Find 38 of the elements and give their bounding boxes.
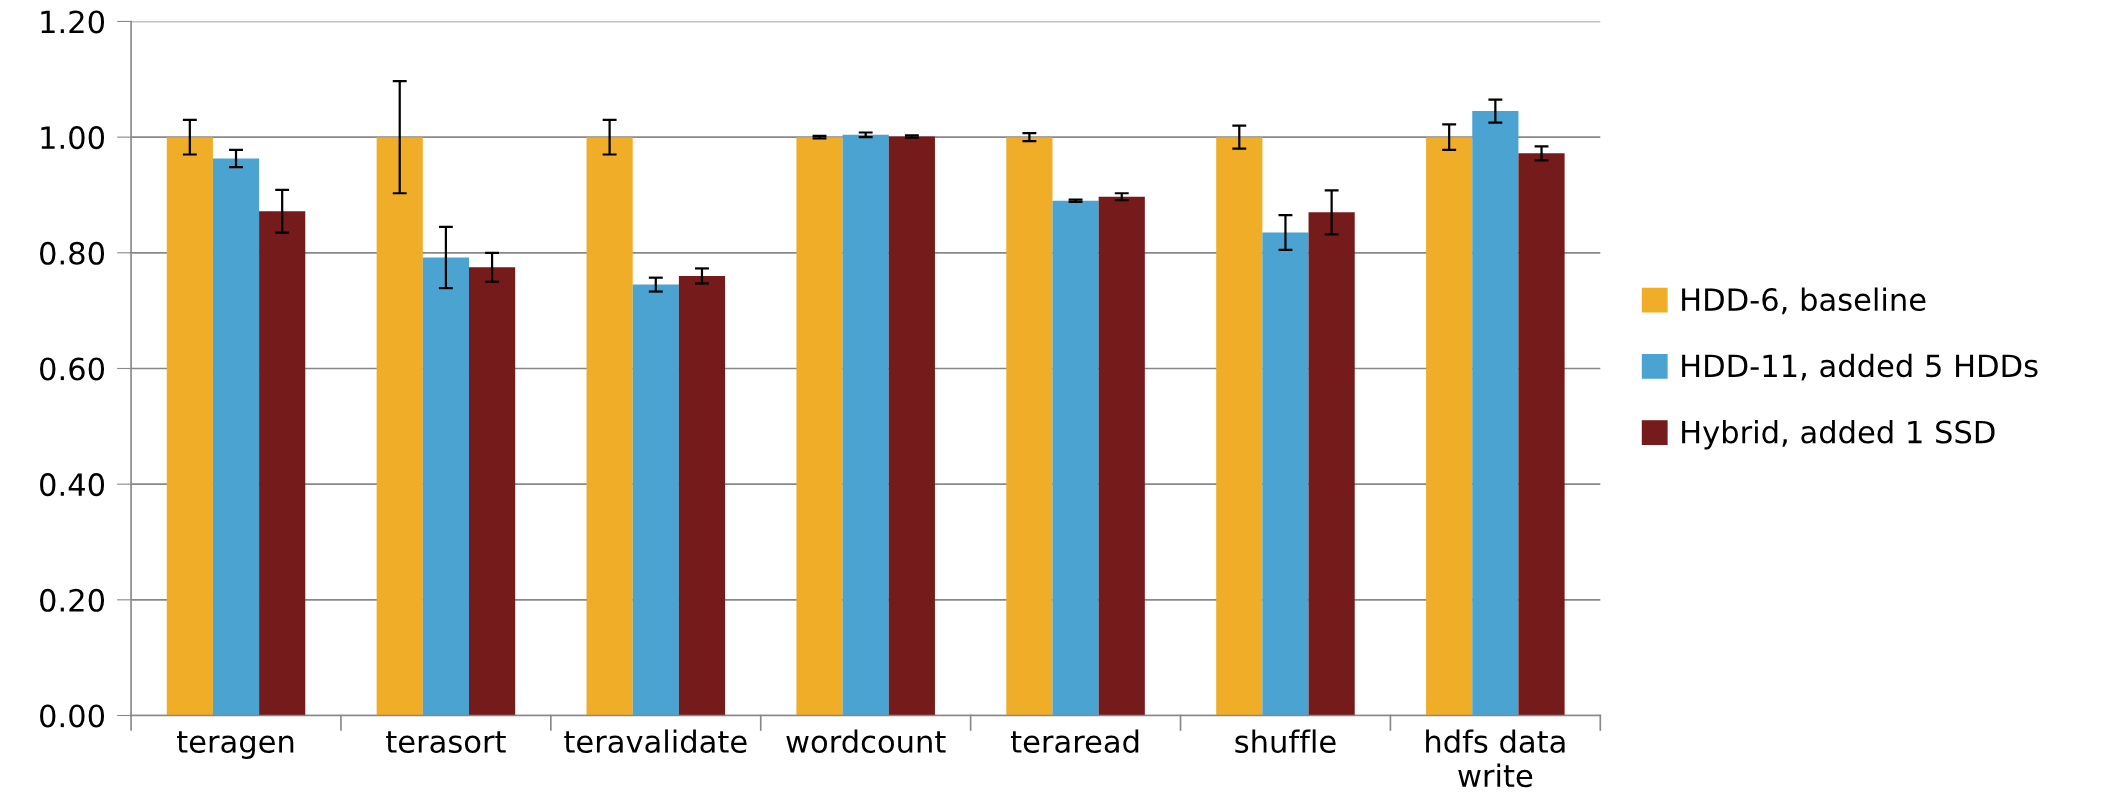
bar [259, 211, 306, 716]
bar [586, 137, 633, 716]
y-tick-label: 0.20 [40, 588, 105, 612]
bar [888, 136, 935, 716]
bar [796, 137, 843, 716]
bar [212, 158, 260, 716]
bar [842, 134, 889, 716]
bar [1006, 137, 1053, 716]
x-tick-label: wordcount [786, 729, 946, 754]
bar [1518, 153, 1565, 716]
y-tick-label: 0.60 [40, 357, 105, 381]
y-tick-label: 1.20 [41, 10, 105, 34]
legend-label: HDD-11, added 5 HDDs [1682, 353, 2038, 381]
x-tick-label: teraread [1010, 729, 1139, 754]
bar [1472, 111, 1519, 716]
bar [1308, 212, 1355, 716]
bar [422, 257, 469, 716]
bar [632, 284, 679, 716]
bar [166, 137, 213, 716]
bar [1216, 137, 1263, 716]
bar [468, 267, 516, 716]
bar [1052, 200, 1099, 716]
bar [1262, 232, 1309, 716]
x-tick-label: teragen [177, 731, 294, 759]
bar [678, 275, 726, 716]
x-tick-label: hdfs data write [1426, 729, 1565, 788]
x-tick-label: terasort [386, 731, 506, 754]
y-tick-label: 0.80 [40, 241, 105, 265]
y-tick-label: 1.00 [41, 126, 105, 150]
x-tick-label: shuffle [1235, 729, 1336, 754]
y-tick-label: 0.00 [40, 704, 105, 728]
bar [1426, 137, 1473, 716]
bar [1098, 196, 1145, 716]
legend-label: HDD-6, baseline [1682, 287, 1926, 315]
y-tick-label: 0.40 [40, 473, 105, 497]
bar [376, 137, 423, 716]
x-tick-label: teravalidate [564, 729, 747, 754]
legend-label: Hybrid, added 1 SSD [1682, 419, 1995, 450]
